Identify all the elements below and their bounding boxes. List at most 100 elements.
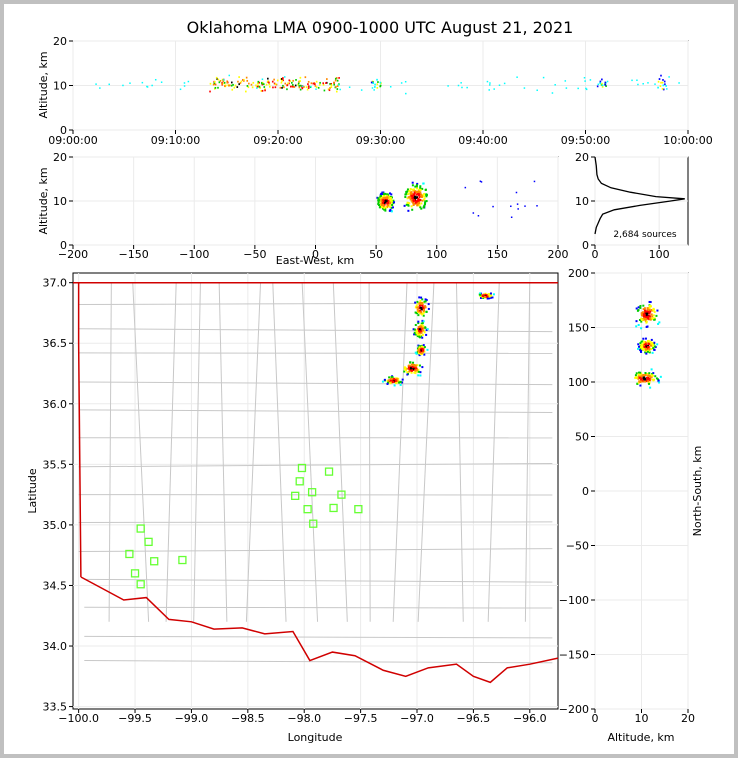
time-height-source (213, 82, 216, 85)
ns-source (644, 337, 647, 340)
time-height-source (179, 88, 182, 91)
ns-source (644, 378, 647, 381)
plan-view-source (421, 348, 424, 351)
ew-source (414, 199, 417, 202)
ew-source (412, 202, 415, 205)
ns-source (647, 349, 650, 352)
time-height-source (657, 80, 660, 83)
time-height-xtick-label: 10:00:00 (663, 134, 712, 147)
plan-view-source (407, 364, 410, 367)
time-height-source (141, 81, 144, 84)
ns-source (637, 323, 640, 326)
plan-view-source (418, 364, 421, 367)
time-height-source (348, 86, 351, 88)
time-height-source (307, 85, 310, 88)
ns-source (648, 382, 651, 385)
time-height-source (99, 87, 101, 89)
lma-station (291, 491, 300, 500)
plan-view-source (418, 328, 421, 331)
plan-view-source (413, 328, 416, 331)
ns-source (650, 308, 653, 311)
lma-station (354, 505, 363, 514)
time-height-source (222, 79, 225, 81)
plan-view-source (409, 367, 412, 370)
ns-source (643, 316, 646, 319)
ew-source (418, 204, 421, 207)
time-height-source (288, 82, 290, 85)
ew-source (412, 203, 415, 206)
ew-source (388, 197, 391, 200)
plan-view-source (415, 370, 418, 373)
ns-ytick-label: 50 (575, 431, 589, 444)
ew-source (390, 210, 393, 213)
county-line (368, 282, 371, 622)
ns-source (638, 380, 641, 383)
time-height-source (280, 78, 283, 80)
time-height-source (334, 77, 337, 80)
plan-view-source (490, 294, 493, 297)
plan-view-source (394, 380, 397, 383)
ns-source (649, 318, 652, 321)
time-height-source (662, 88, 665, 91)
time-height-source (246, 79, 249, 82)
ew-source (479, 180, 482, 183)
ns-source (650, 313, 653, 316)
plan-view-source (418, 346, 421, 349)
plan-view-source (391, 377, 394, 380)
time-height-source (262, 83, 265, 86)
time-height-source (267, 80, 269, 83)
ew-source (381, 207, 384, 210)
plan-view-source (415, 304, 418, 307)
time-height-source (242, 79, 244, 81)
figure-frame: Oklahoma LMA 0900-1000 UTC August 21, 20… (4, 4, 734, 754)
ns-source (648, 351, 651, 354)
time-height-source (274, 86, 277, 89)
plan-view-source (406, 367, 409, 370)
plan-view-source (415, 352, 418, 355)
time-height-source (261, 89, 264, 92)
ns-source (653, 317, 656, 320)
plan-view-source (425, 299, 428, 302)
ew-xtick-label: 200 (548, 248, 569, 261)
time-height-source (303, 85, 305, 88)
plan-view-source (406, 371, 409, 374)
time-height-source (264, 89, 266, 92)
ns-source (653, 348, 656, 351)
time-height-source (222, 80, 224, 83)
time-height-source (95, 83, 97, 85)
ew-source (412, 200, 415, 203)
ew-source (384, 192, 387, 195)
plan-view-source (482, 294, 485, 297)
time-height-source (255, 84, 257, 87)
county-line (487, 282, 500, 622)
plan-view-source (414, 367, 417, 370)
time-height-source (273, 78, 275, 81)
plan-view-source (389, 382, 392, 385)
time-height-source (599, 82, 602, 85)
county-line (524, 282, 531, 622)
ew-source (477, 215, 480, 217)
plan-view-source (394, 378, 397, 381)
source-count-label: 2,684 sources (613, 230, 677, 240)
ns-source (654, 375, 657, 378)
ew-source (380, 204, 383, 207)
ns-source (644, 311, 647, 314)
ew-source (422, 206, 425, 209)
plan-view-source (386, 382, 389, 385)
time-height-source (631, 79, 633, 82)
time-height-source (221, 83, 224, 85)
plan-view-source (417, 350, 420, 353)
time-height-source (664, 83, 666, 86)
ew-source (510, 216, 513, 219)
ns-source (642, 315, 645, 318)
plan-view-source (413, 331, 416, 334)
time-height-source (209, 82, 212, 85)
ew-source (492, 205, 494, 208)
time-height-source (663, 80, 666, 83)
time-height-source (405, 92, 407, 95)
plan-view-source (386, 379, 389, 382)
plan-view-source (421, 329, 424, 332)
histogram-ytick-label: 10 (575, 195, 589, 208)
ew-source (417, 203, 420, 206)
ew-source (382, 199, 385, 202)
